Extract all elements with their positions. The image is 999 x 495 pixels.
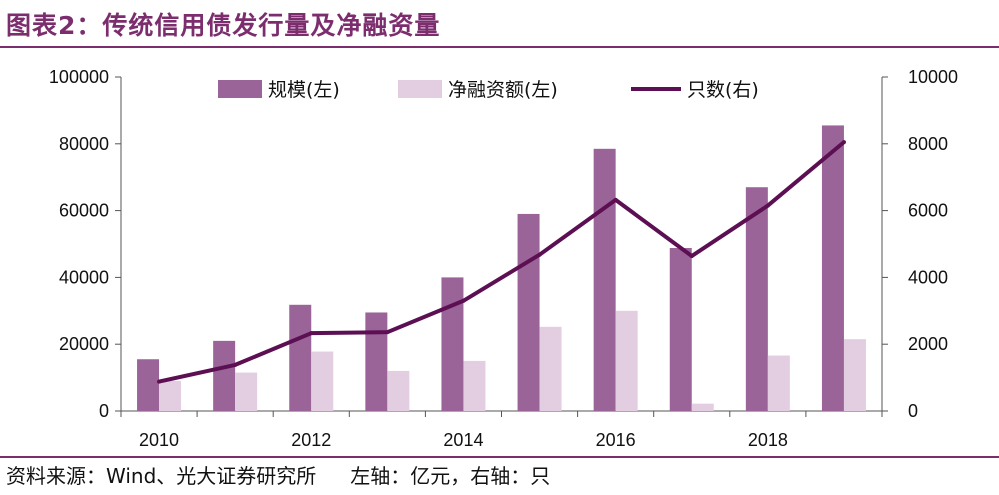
y-right-tick-label: 0 bbox=[908, 401, 918, 421]
bar-net-financing bbox=[767, 355, 790, 411]
bar-scale bbox=[669, 248, 692, 411]
chart: 0 0 20000 2000 40000 4000 60000 6000 80000 8000 10… bbox=[49, 67, 958, 450]
footer-divider bbox=[0, 456, 999, 458]
line-point bbox=[613, 197, 618, 202]
y-right-tick-label: 8000 bbox=[908, 134, 948, 154]
y-right-tick-label: 2000 bbox=[908, 334, 948, 354]
y-left-tick-label: 40000 bbox=[59, 267, 109, 287]
chart-title: 图表2：传统信用债发行量及净融资量 bbox=[6, 11, 441, 40]
legend: 规模(左) 净融资额(左) 只数(右) bbox=[218, 79, 759, 101]
line-point bbox=[841, 140, 846, 145]
x-tick-label: 2012 bbox=[291, 430, 331, 450]
tick-labels: 0 0 20000 2000 40000 4000 60000 6000 80000 8000 10… bbox=[49, 67, 958, 450]
y-right-tick-label: 4000 bbox=[908, 267, 948, 287]
bar-scale bbox=[137, 359, 160, 411]
x-tick-label: 2018 bbox=[748, 430, 788, 450]
legend-label: 规模(左) bbox=[268, 79, 340, 101]
line-point bbox=[689, 254, 694, 259]
bar-scale bbox=[517, 213, 540, 411]
line-count bbox=[158, 140, 846, 384]
bar-net-financing bbox=[311, 351, 334, 411]
bar-scale bbox=[289, 304, 312, 411]
x-tick-label: 2016 bbox=[596, 430, 636, 450]
bar-net-financing bbox=[843, 339, 866, 411]
line-point bbox=[233, 362, 238, 367]
legend-label: 只数(右) bbox=[687, 79, 759, 101]
legend-swatch bbox=[398, 80, 442, 98]
y-left-tick-label: 0 bbox=[99, 401, 109, 421]
x-tick-label: 2014 bbox=[443, 430, 483, 450]
bar-net-financing bbox=[235, 372, 258, 411]
y-left-tick-label: 60000 bbox=[59, 201, 109, 221]
bar-scale bbox=[593, 148, 616, 411]
x-tick-label: 2010 bbox=[139, 430, 179, 450]
bar-net-financing bbox=[539, 326, 562, 411]
line-point bbox=[765, 203, 770, 208]
legend-swatch bbox=[218, 80, 262, 98]
line-point bbox=[309, 331, 314, 336]
line-series bbox=[157, 140, 846, 384]
line-point bbox=[157, 379, 162, 384]
bars bbox=[137, 125, 866, 412]
bar-scale bbox=[821, 125, 844, 412]
title-divider bbox=[0, 46, 999, 48]
bar-net-financing bbox=[615, 310, 638, 411]
source-note: 资料来源：Wind、光大证券研究所 左轴：亿元，右轴：只 bbox=[6, 460, 550, 489]
bar-scale bbox=[441, 277, 464, 411]
bar-net-financing bbox=[159, 380, 182, 411]
y-left-tick-label: 20000 bbox=[59, 334, 109, 354]
legend-label: 净融资额(左) bbox=[448, 79, 558, 101]
bar-scale bbox=[365, 312, 388, 411]
y-right-tick-label: 6000 bbox=[908, 201, 948, 221]
bar-scale bbox=[745, 187, 768, 411]
y-left-tick-label: 80000 bbox=[59, 134, 109, 154]
line-point bbox=[461, 298, 466, 303]
axis-unit-note: 左轴：亿元，右轴：只 bbox=[350, 464, 551, 488]
bar-net-financing bbox=[463, 360, 486, 411]
y-right-tick-label: 10000 bbox=[908, 67, 958, 87]
line-point bbox=[385, 330, 390, 335]
source-text: 资料来源：Wind、光大证券研究所 bbox=[6, 464, 317, 488]
line-point bbox=[537, 252, 542, 257]
bar-net-financing bbox=[387, 370, 410, 411]
bar-net-financing bbox=[691, 403, 714, 411]
y-left-tick-label: 100000 bbox=[49, 67, 109, 87]
bar-scale bbox=[213, 340, 236, 411]
